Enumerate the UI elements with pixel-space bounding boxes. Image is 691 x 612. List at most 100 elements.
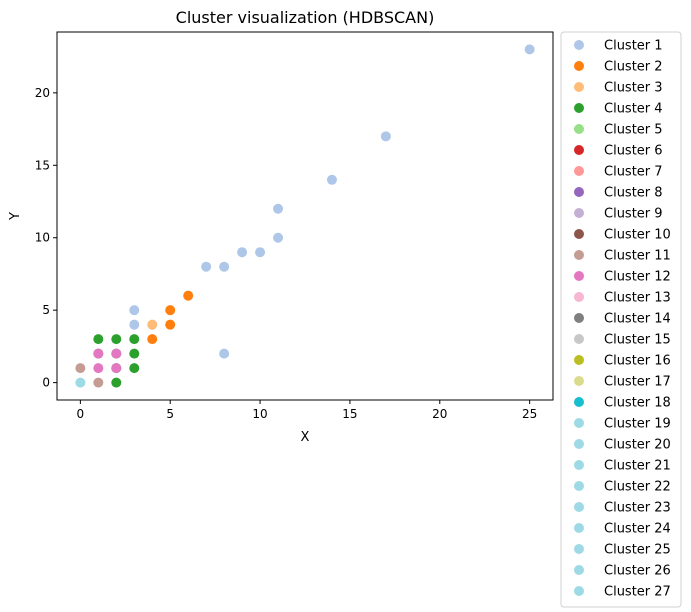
legend-label: Cluster 20 xyxy=(604,438,671,453)
legend-label: Cluster 11 xyxy=(604,249,671,264)
y-tick-label: 5 xyxy=(42,303,50,317)
legend-label: Cluster 3 xyxy=(604,81,663,96)
legend-label: Cluster 10 xyxy=(604,228,671,243)
legend-label: Cluster 22 xyxy=(604,480,671,495)
x-tick-label: 20 xyxy=(432,407,447,421)
data-point-cluster-1 xyxy=(524,44,535,55)
legend-label: Cluster 1 xyxy=(604,39,663,54)
data-point-cluster-1 xyxy=(129,319,140,330)
legend-marker xyxy=(574,376,584,386)
data-point-cluster-1 xyxy=(273,232,284,243)
legend-label: Cluster 6 xyxy=(604,144,663,159)
y-axis: 0 5 10 15 20 xyxy=(35,86,57,390)
y-tick-label: 10 xyxy=(35,231,50,245)
data-point-cluster-2 xyxy=(165,305,176,316)
legend-label: Cluster 23 xyxy=(604,501,671,516)
axes-frame xyxy=(56,31,554,401)
legend-label: Cluster 2 xyxy=(604,60,663,75)
data-point-cluster-4 xyxy=(93,334,104,345)
data-point-cluster-1 xyxy=(255,247,266,258)
legend-frame xyxy=(560,31,682,608)
legend-label: Cluster 4 xyxy=(604,102,663,117)
data-point-cluster-12 xyxy=(93,348,104,359)
data-point-cluster-1 xyxy=(273,203,284,214)
x-tick-label: 5 xyxy=(166,407,174,421)
legend-label: Cluster 21 xyxy=(604,459,671,474)
legend-marker xyxy=(574,124,584,134)
plot-area xyxy=(75,44,535,388)
data-point-cluster-1 xyxy=(219,348,230,359)
legend-marker xyxy=(574,187,584,197)
x-tick-label: 0 xyxy=(77,407,85,421)
x-tick-label: 15 xyxy=(342,407,357,421)
legend-marker xyxy=(574,82,584,92)
legend-label: Cluster 12 xyxy=(604,270,671,285)
legend-label: Cluster 19 xyxy=(604,417,671,432)
data-point-cluster-1 xyxy=(219,261,230,272)
legend-label: Cluster 9 xyxy=(604,207,663,222)
data-point-cluster-12 xyxy=(111,363,122,374)
legend-marker xyxy=(574,166,584,176)
data-point-cluster-1 xyxy=(129,305,140,316)
x-tick-label: 10 xyxy=(252,407,267,421)
data-point-cluster-1 xyxy=(326,174,337,185)
legend-marker xyxy=(574,586,584,596)
legend-marker xyxy=(574,565,584,575)
legend-marker xyxy=(574,439,584,449)
legend-label: Cluster 17 xyxy=(604,375,671,390)
data-point-cluster-2 xyxy=(165,319,176,330)
legend-label: Cluster 24 xyxy=(604,522,671,537)
legend-marker xyxy=(574,229,584,239)
legend-marker xyxy=(574,502,584,512)
data-point-cluster-4 xyxy=(129,348,140,359)
legend-label: Cluster 25 xyxy=(604,543,671,558)
data-point-cluster-1 xyxy=(201,261,212,272)
legend-marker xyxy=(574,208,584,218)
legend-label: Cluster 18 xyxy=(604,396,671,411)
data-point-cluster-11 xyxy=(93,377,104,388)
legend-marker xyxy=(574,103,584,113)
legend-label: Cluster 26 xyxy=(604,564,671,579)
legend-marker xyxy=(574,397,584,407)
data-point-cluster-4 xyxy=(111,377,122,388)
x-tick-label: 25 xyxy=(522,407,537,421)
y-tick-label: 0 xyxy=(42,376,50,390)
data-point-cluster-4 xyxy=(129,363,140,374)
data-point-cluster-1 xyxy=(237,247,248,258)
legend-marker xyxy=(574,355,584,365)
x-axis: 0 5 10 15 20 25 xyxy=(77,400,537,421)
legend-marker xyxy=(574,334,584,344)
data-point-cluster-4 xyxy=(111,334,122,345)
legend: Cluster 1 Cluster 2 Cluster 3 Cluster 4 Clus… xyxy=(560,31,682,608)
data-point-cluster-2 xyxy=(147,334,158,345)
y-tick-label: 20 xyxy=(35,86,50,100)
legend-label: Cluster 16 xyxy=(604,354,671,369)
chart-title: Cluster visualization (HDBSCAN) xyxy=(176,8,435,27)
legend-marker xyxy=(574,250,584,260)
legend-marker xyxy=(574,418,584,428)
data-point-cluster-27 xyxy=(75,377,86,388)
legend-label: Cluster 27 xyxy=(604,585,671,600)
legend-label: Cluster 5 xyxy=(604,123,663,138)
legend-marker xyxy=(574,544,584,554)
legend-label: Cluster 15 xyxy=(604,333,671,348)
legend-marker xyxy=(574,145,584,155)
legend-marker xyxy=(574,460,584,470)
legend-marker xyxy=(574,271,584,281)
legend-marker xyxy=(574,481,584,491)
legend-label: Cluster 13 xyxy=(604,291,671,306)
legend-marker xyxy=(574,292,584,302)
x-axis-label: X xyxy=(301,430,310,445)
data-point-cluster-3 xyxy=(147,319,158,330)
data-point-cluster-4 xyxy=(129,334,140,345)
legend-label: Cluster 14 xyxy=(604,312,671,327)
y-axis-label: Y xyxy=(8,212,23,221)
data-point-cluster-12 xyxy=(93,363,104,374)
legend-label: Cluster 8 xyxy=(604,186,663,201)
legend-marker xyxy=(574,523,584,533)
legend-label: Cluster 7 xyxy=(604,165,663,180)
y-tick-label: 15 xyxy=(35,158,50,172)
data-point-cluster-2 xyxy=(183,290,194,301)
legend-marker xyxy=(574,313,584,323)
